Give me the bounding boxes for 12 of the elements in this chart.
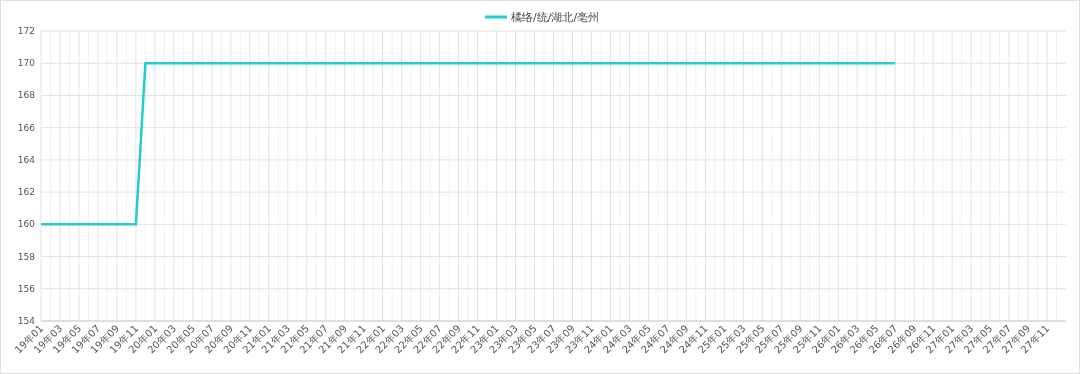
y-tick-label: 168 [17, 90, 36, 101]
y-tick-label: 160 [17, 219, 36, 230]
y-tick-label: 164 [17, 154, 36, 165]
y-tick-label: 156 [17, 283, 36, 294]
y-tick-label: 162 [17, 187, 35, 198]
legend-label: 橘络/统/湖北/亳州 [511, 11, 600, 24]
y-tick-label: 166 [17, 122, 36, 133]
y-tick-label: 172 [17, 26, 35, 36]
y-tick-label: 154 [17, 316, 36, 326]
legend: 橘络/统/湖北/亳州 [485, 11, 600, 24]
y-tick-label: 170 [17, 58, 36, 69]
y-tick-label: 158 [17, 251, 36, 262]
